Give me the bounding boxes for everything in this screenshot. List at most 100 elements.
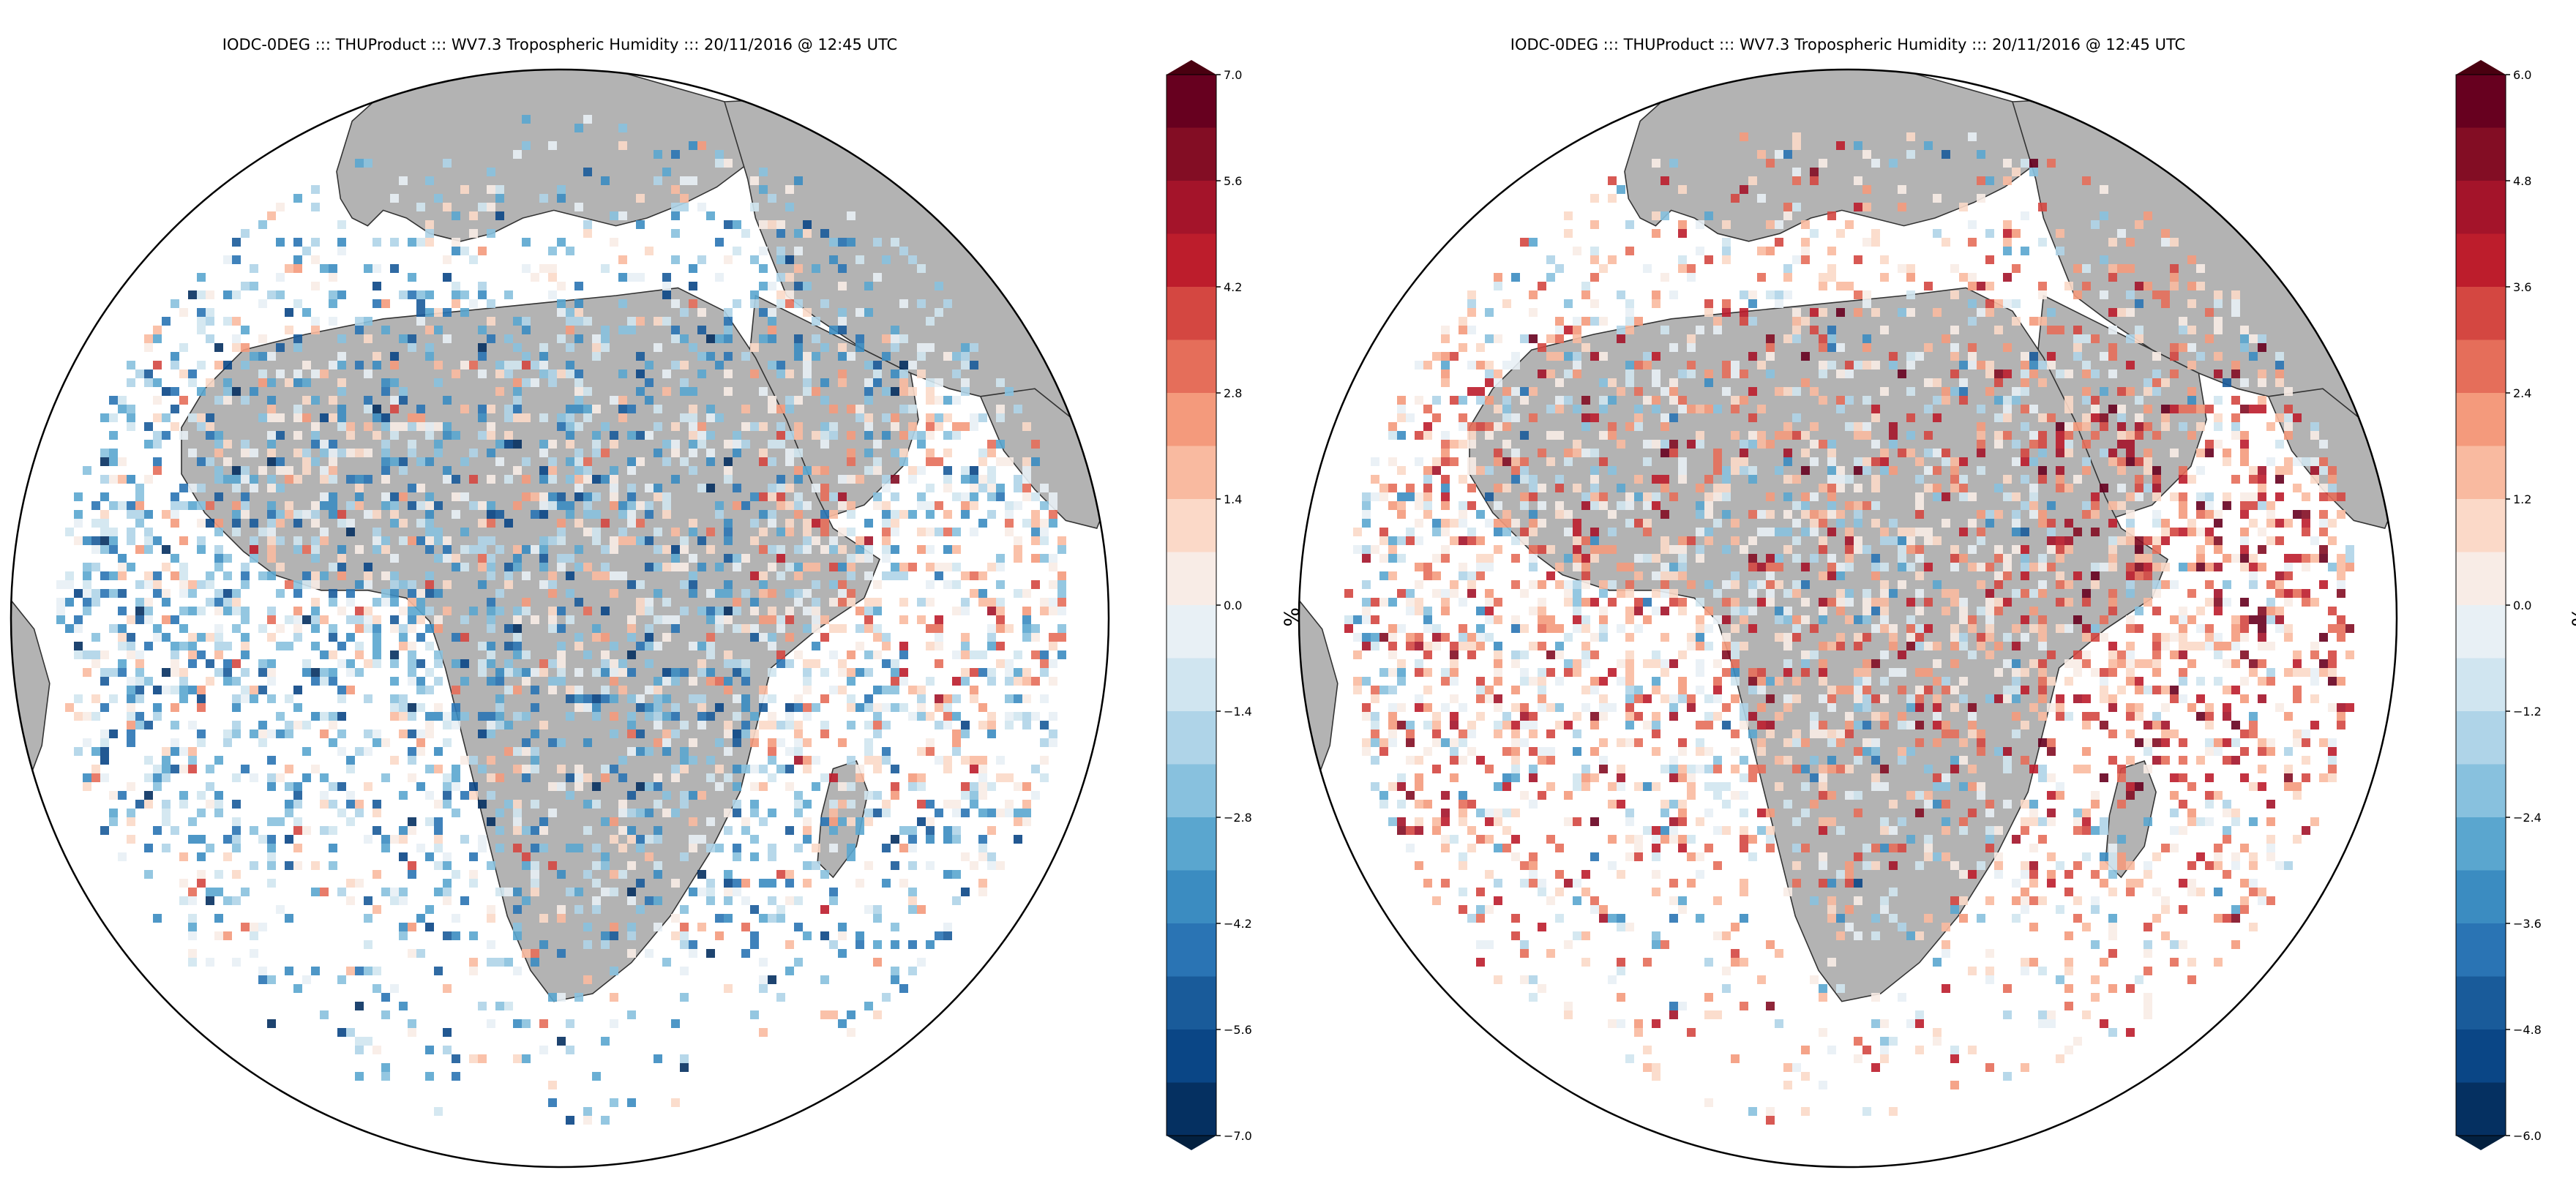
- humidity-pixel: [952, 747, 961, 756]
- humidity-pixel: [434, 888, 443, 896]
- humidity-pixel: [1660, 536, 1669, 545]
- humidity-pixel: [2038, 668, 2047, 677]
- humidity-pixel: [1898, 264, 1906, 273]
- humidity-pixel: [1450, 668, 1459, 677]
- humidity-pixel: [961, 378, 970, 387]
- humidity-pixel: [2082, 457, 2091, 466]
- humidity-pixel: [1889, 589, 1898, 598]
- humidity-pixel: [926, 317, 935, 326]
- humidity-pixel: [1476, 466, 1485, 475]
- humidity-pixel: [135, 694, 144, 703]
- humidity-pixel: [171, 747, 179, 756]
- humidity-pixel: [2187, 528, 2196, 536]
- humidity-pixel: [2108, 238, 2117, 247]
- humidity-pixel: [100, 589, 109, 598]
- humidity-pixel: [1854, 615, 1862, 624]
- humidity-pixel: [592, 896, 601, 905]
- humidity-pixel: [197, 273, 206, 282]
- humidity-pixel: [618, 396, 627, 405]
- humidity-pixel: [214, 624, 223, 633]
- humidity-pixel: [2126, 440, 2135, 449]
- humidity-pixel: [855, 343, 864, 352]
- humidity-pixel: [1371, 545, 1379, 554]
- humidity-pixel: [153, 413, 162, 422]
- humidity-pixel: [970, 765, 978, 773]
- humidity-pixel: [1994, 440, 2003, 449]
- humidity-pixel: [346, 598, 355, 607]
- humidity-pixel: [162, 413, 171, 422]
- humidity-pixel: [522, 326, 531, 334]
- humidity-pixel: [539, 580, 548, 589]
- humidity-pixel: [697, 791, 706, 800]
- humidity-pixel: [1704, 607, 1713, 615]
- humidity-pixel: [408, 290, 416, 299]
- humidity-pixel: [970, 589, 978, 598]
- humidity-pixel: [1423, 466, 1432, 475]
- humidity-pixel: [1766, 334, 1775, 343]
- humidity-pixel: [267, 879, 276, 888]
- humidity-pixel: [1014, 694, 1022, 703]
- humidity-pixel: [1423, 615, 1432, 624]
- humidity-pixel: [337, 694, 346, 703]
- humidity-pixel: [2143, 563, 2152, 571]
- humidity-pixel: [592, 475, 601, 484]
- humidity-pixel: [1599, 396, 1608, 405]
- humidity-pixel: [135, 580, 144, 589]
- humidity-pixel: [1652, 492, 1660, 501]
- humidity-pixel: [223, 440, 232, 449]
- humidity-pixel: [2187, 396, 2196, 405]
- humidity-pixel: [724, 334, 733, 343]
- humidity-pixel: [750, 299, 759, 308]
- humidity-pixel: [1459, 633, 1467, 642]
- humidity-pixel: [601, 607, 610, 615]
- humidity-pixel: [83, 563, 91, 571]
- humidity-pixel: [1994, 484, 2003, 492]
- humidity-pixel: [1880, 580, 1889, 589]
- humidity-pixel: [2108, 589, 2117, 598]
- humidity-pixel: [1731, 650, 1740, 659]
- humidity-pixel: [1819, 370, 1827, 378]
- humidity-pixel: [188, 958, 197, 967]
- humidity-pixel: [2038, 510, 2047, 519]
- humidity-pixel: [425, 326, 434, 334]
- humidity-pixel: [381, 738, 390, 747]
- humidity-pixel: [891, 475, 899, 484]
- humidity-pixel: [943, 923, 952, 931]
- humidity-pixel: [311, 615, 320, 624]
- humidity-pixel: [1031, 677, 1040, 686]
- humidity-pixel: [610, 238, 618, 247]
- humidity-pixel: [926, 624, 935, 633]
- humidity-pixel: [1450, 457, 1459, 466]
- humidity-pixel: [803, 879, 812, 888]
- humidity-pixel: [662, 747, 671, 756]
- humidity-pixel: [258, 967, 267, 975]
- humidity-pixel: [487, 563, 495, 571]
- humidity-pixel: [891, 923, 899, 931]
- humidity-pixel: [206, 571, 214, 580]
- humidity-pixel: [987, 729, 996, 738]
- humidity-pixel: [2231, 422, 2240, 431]
- humidity-pixel: [513, 800, 522, 809]
- humidity-pixel: [329, 396, 337, 405]
- humidity-pixel: [469, 449, 478, 457]
- humidity-pixel: [241, 686, 250, 694]
- humidity-pixel: [504, 440, 513, 449]
- humidity-pixel: [847, 563, 855, 571]
- humidity-pixel: [1049, 659, 1057, 668]
- humidity-pixel: [346, 615, 355, 624]
- humidity-pixel: [1766, 290, 1775, 299]
- humidity-pixel: [1494, 598, 1502, 607]
- humidity-pixel: [425, 607, 434, 615]
- humidity-pixel: [715, 150, 724, 159]
- humidity-pixel: [320, 501, 329, 510]
- humidity-pixel: [2003, 159, 2012, 168]
- humidity-pixel: [188, 949, 197, 958]
- humidity-pixel: [2231, 370, 2240, 378]
- humidity-pixel: [100, 475, 109, 484]
- humidity-pixel: [1889, 466, 1898, 475]
- humidity-pixel: [171, 501, 179, 510]
- humidity-pixel: [320, 264, 329, 273]
- humidity-pixel: [855, 668, 864, 677]
- humidity-pixel: [574, 545, 583, 554]
- humidity-pixel: [1669, 449, 1678, 457]
